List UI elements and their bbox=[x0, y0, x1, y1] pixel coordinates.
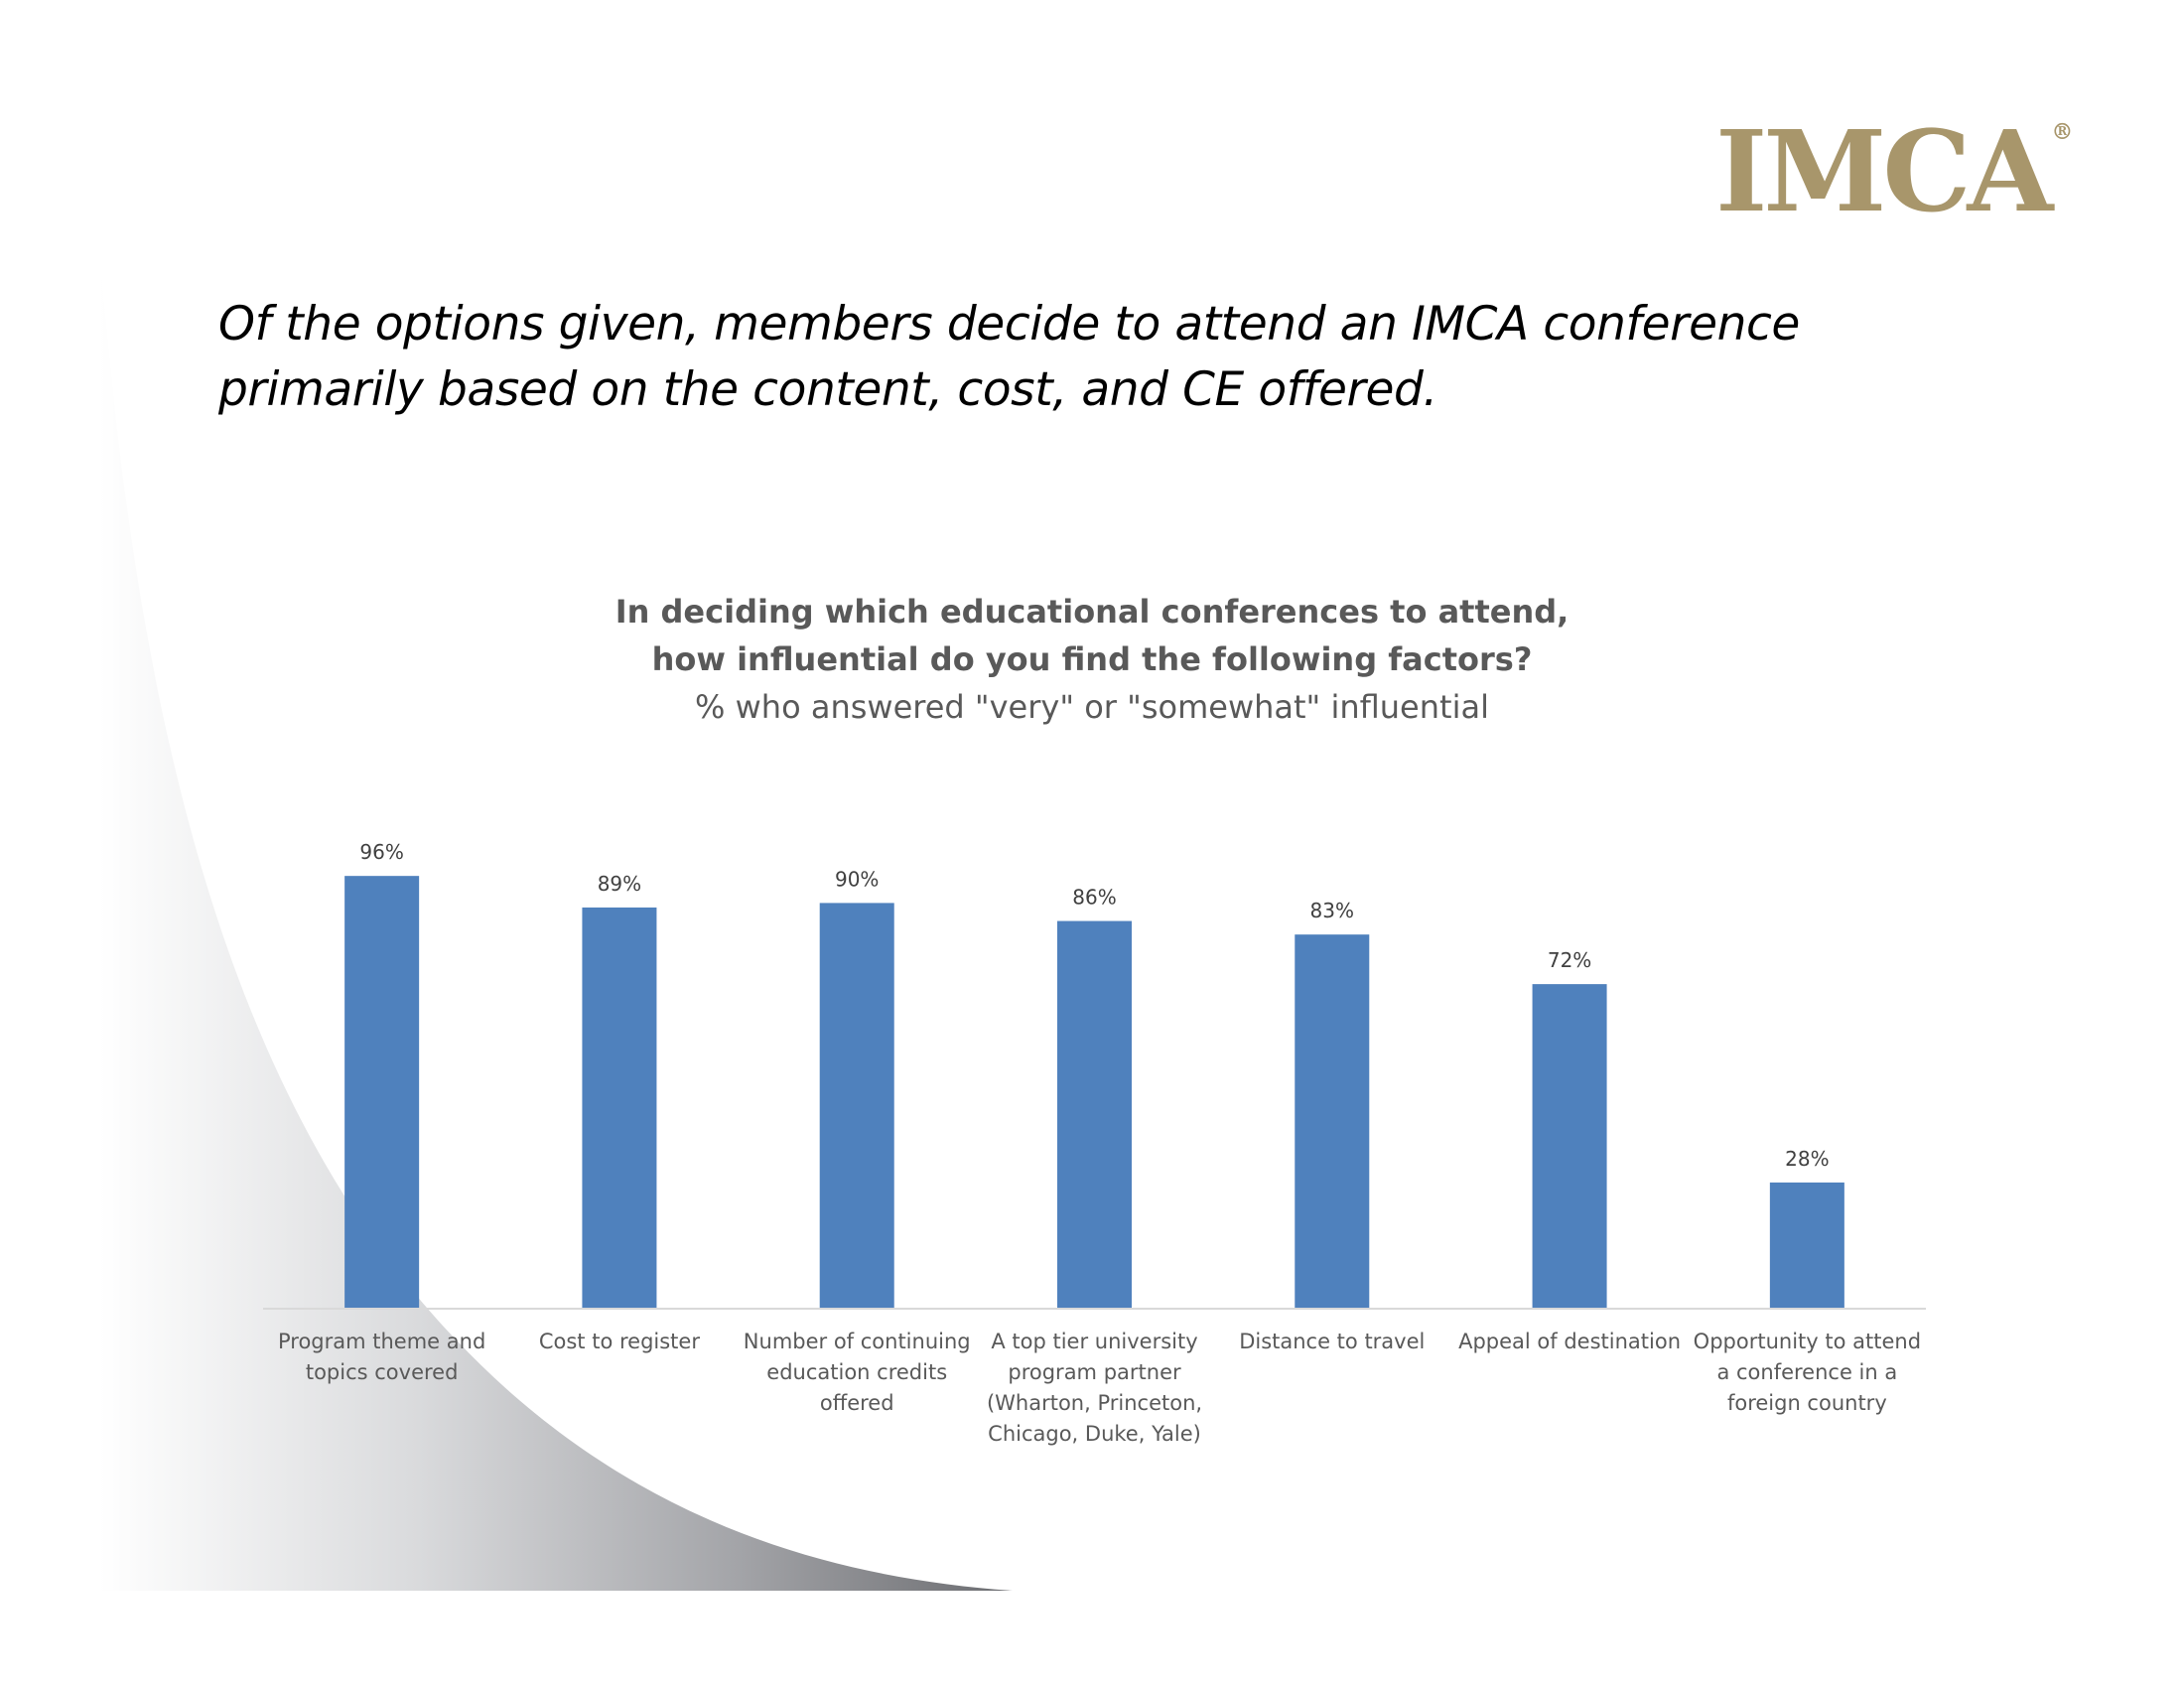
chart-title-line-2: how influential do you find the followin… bbox=[651, 640, 1533, 678]
category-label-line: Cost to register bbox=[539, 1330, 700, 1353]
category-label-line: education credits bbox=[766, 1360, 947, 1384]
bars-group: 96% 89% 90% 86% 83% 72% 28% bbox=[344, 840, 1844, 1309]
data-label-3: 90% bbox=[835, 867, 879, 891]
data-label-5: 83% bbox=[1310, 899, 1354, 922]
category-label-line: foreign country bbox=[1727, 1391, 1887, 1415]
category-label-line: Appeal of destination bbox=[1458, 1330, 1681, 1353]
category-label-3: Number of continuing education credits off… bbox=[744, 1330, 971, 1415]
data-label-6: 72% bbox=[1548, 948, 1591, 972]
imca-logo: IMCA® bbox=[1715, 117, 2073, 228]
data-label-1: 96% bbox=[359, 840, 403, 864]
category-label-7: Opportunity to attend a conference in a fo… bbox=[1694, 1330, 1921, 1415]
category-label-line: Opportunity to attend bbox=[1694, 1330, 1921, 1353]
bar-1 bbox=[344, 876, 420, 1309]
chart-title: In deciding which educational conference… bbox=[457, 588, 1727, 731]
chart-subtitle: % who answered "very" or "somewhat" infl… bbox=[695, 688, 1489, 726]
bar-5 bbox=[1295, 934, 1370, 1309]
bar-4 bbox=[1057, 920, 1132, 1309]
logo-text: IMCA bbox=[1715, 107, 2053, 237]
headline-line-2: primarily based on the content, cost, an… bbox=[218, 362, 1437, 417]
category-label-line: Distance to travel bbox=[1239, 1330, 1425, 1353]
headline-line-1: Of the options given, members decide to … bbox=[218, 297, 1800, 352]
registered-mark: ® bbox=[2051, 119, 2073, 145]
bar-7 bbox=[1769, 1182, 1844, 1309]
category-label-line: topics covered bbox=[306, 1360, 459, 1384]
category-label-line: (Wharton, Princeton, bbox=[987, 1391, 1202, 1415]
data-label-4: 86% bbox=[1072, 886, 1116, 910]
category-label-6: Appeal of destination bbox=[1458, 1330, 1681, 1353]
category-label-line: A top tier university bbox=[991, 1330, 1197, 1353]
category-label-line: Number of continuing bbox=[744, 1330, 971, 1353]
bar-6 bbox=[1532, 984, 1607, 1309]
data-label-2: 89% bbox=[598, 872, 641, 896]
category-label-line: a conference in a bbox=[1716, 1360, 1897, 1384]
category-label-line: Chicago, Duke, Yale) bbox=[988, 1422, 1201, 1446]
category-label-line: Program theme and bbox=[278, 1330, 485, 1353]
bar-2 bbox=[582, 907, 657, 1309]
category-labels-group: Program theme and topics covered Cost to r… bbox=[278, 1330, 1921, 1446]
chart-title-line-1: In deciding which educational conference… bbox=[614, 593, 1570, 631]
data-label-7: 28% bbox=[1785, 1147, 1829, 1171]
category-label-line: offered bbox=[820, 1391, 894, 1415]
category-label-5: Distance to travel bbox=[1239, 1330, 1425, 1353]
category-label-2: Cost to register bbox=[539, 1330, 700, 1353]
category-label-4: A top tier university program partner (Wha… bbox=[987, 1330, 1202, 1446]
category-label-line: program partner bbox=[1008, 1360, 1181, 1384]
bar-3 bbox=[819, 903, 894, 1309]
category-label-1: Program theme and topics covered bbox=[278, 1330, 485, 1384]
page-headline: Of the options given, members decide to … bbox=[218, 292, 1800, 423]
